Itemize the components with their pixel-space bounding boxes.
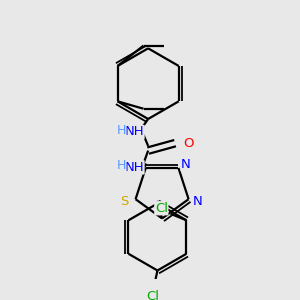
Text: H: H	[116, 124, 126, 136]
Text: NH: NH	[124, 125, 144, 139]
Text: NH: NH	[124, 161, 144, 174]
Text: H: H	[116, 159, 126, 172]
Text: N: N	[193, 194, 203, 208]
Text: Cl: Cl	[146, 290, 159, 300]
Text: O: O	[183, 137, 194, 150]
Text: Cl: Cl	[155, 202, 168, 215]
Text: N: N	[181, 158, 191, 171]
Text: S: S	[120, 194, 129, 208]
